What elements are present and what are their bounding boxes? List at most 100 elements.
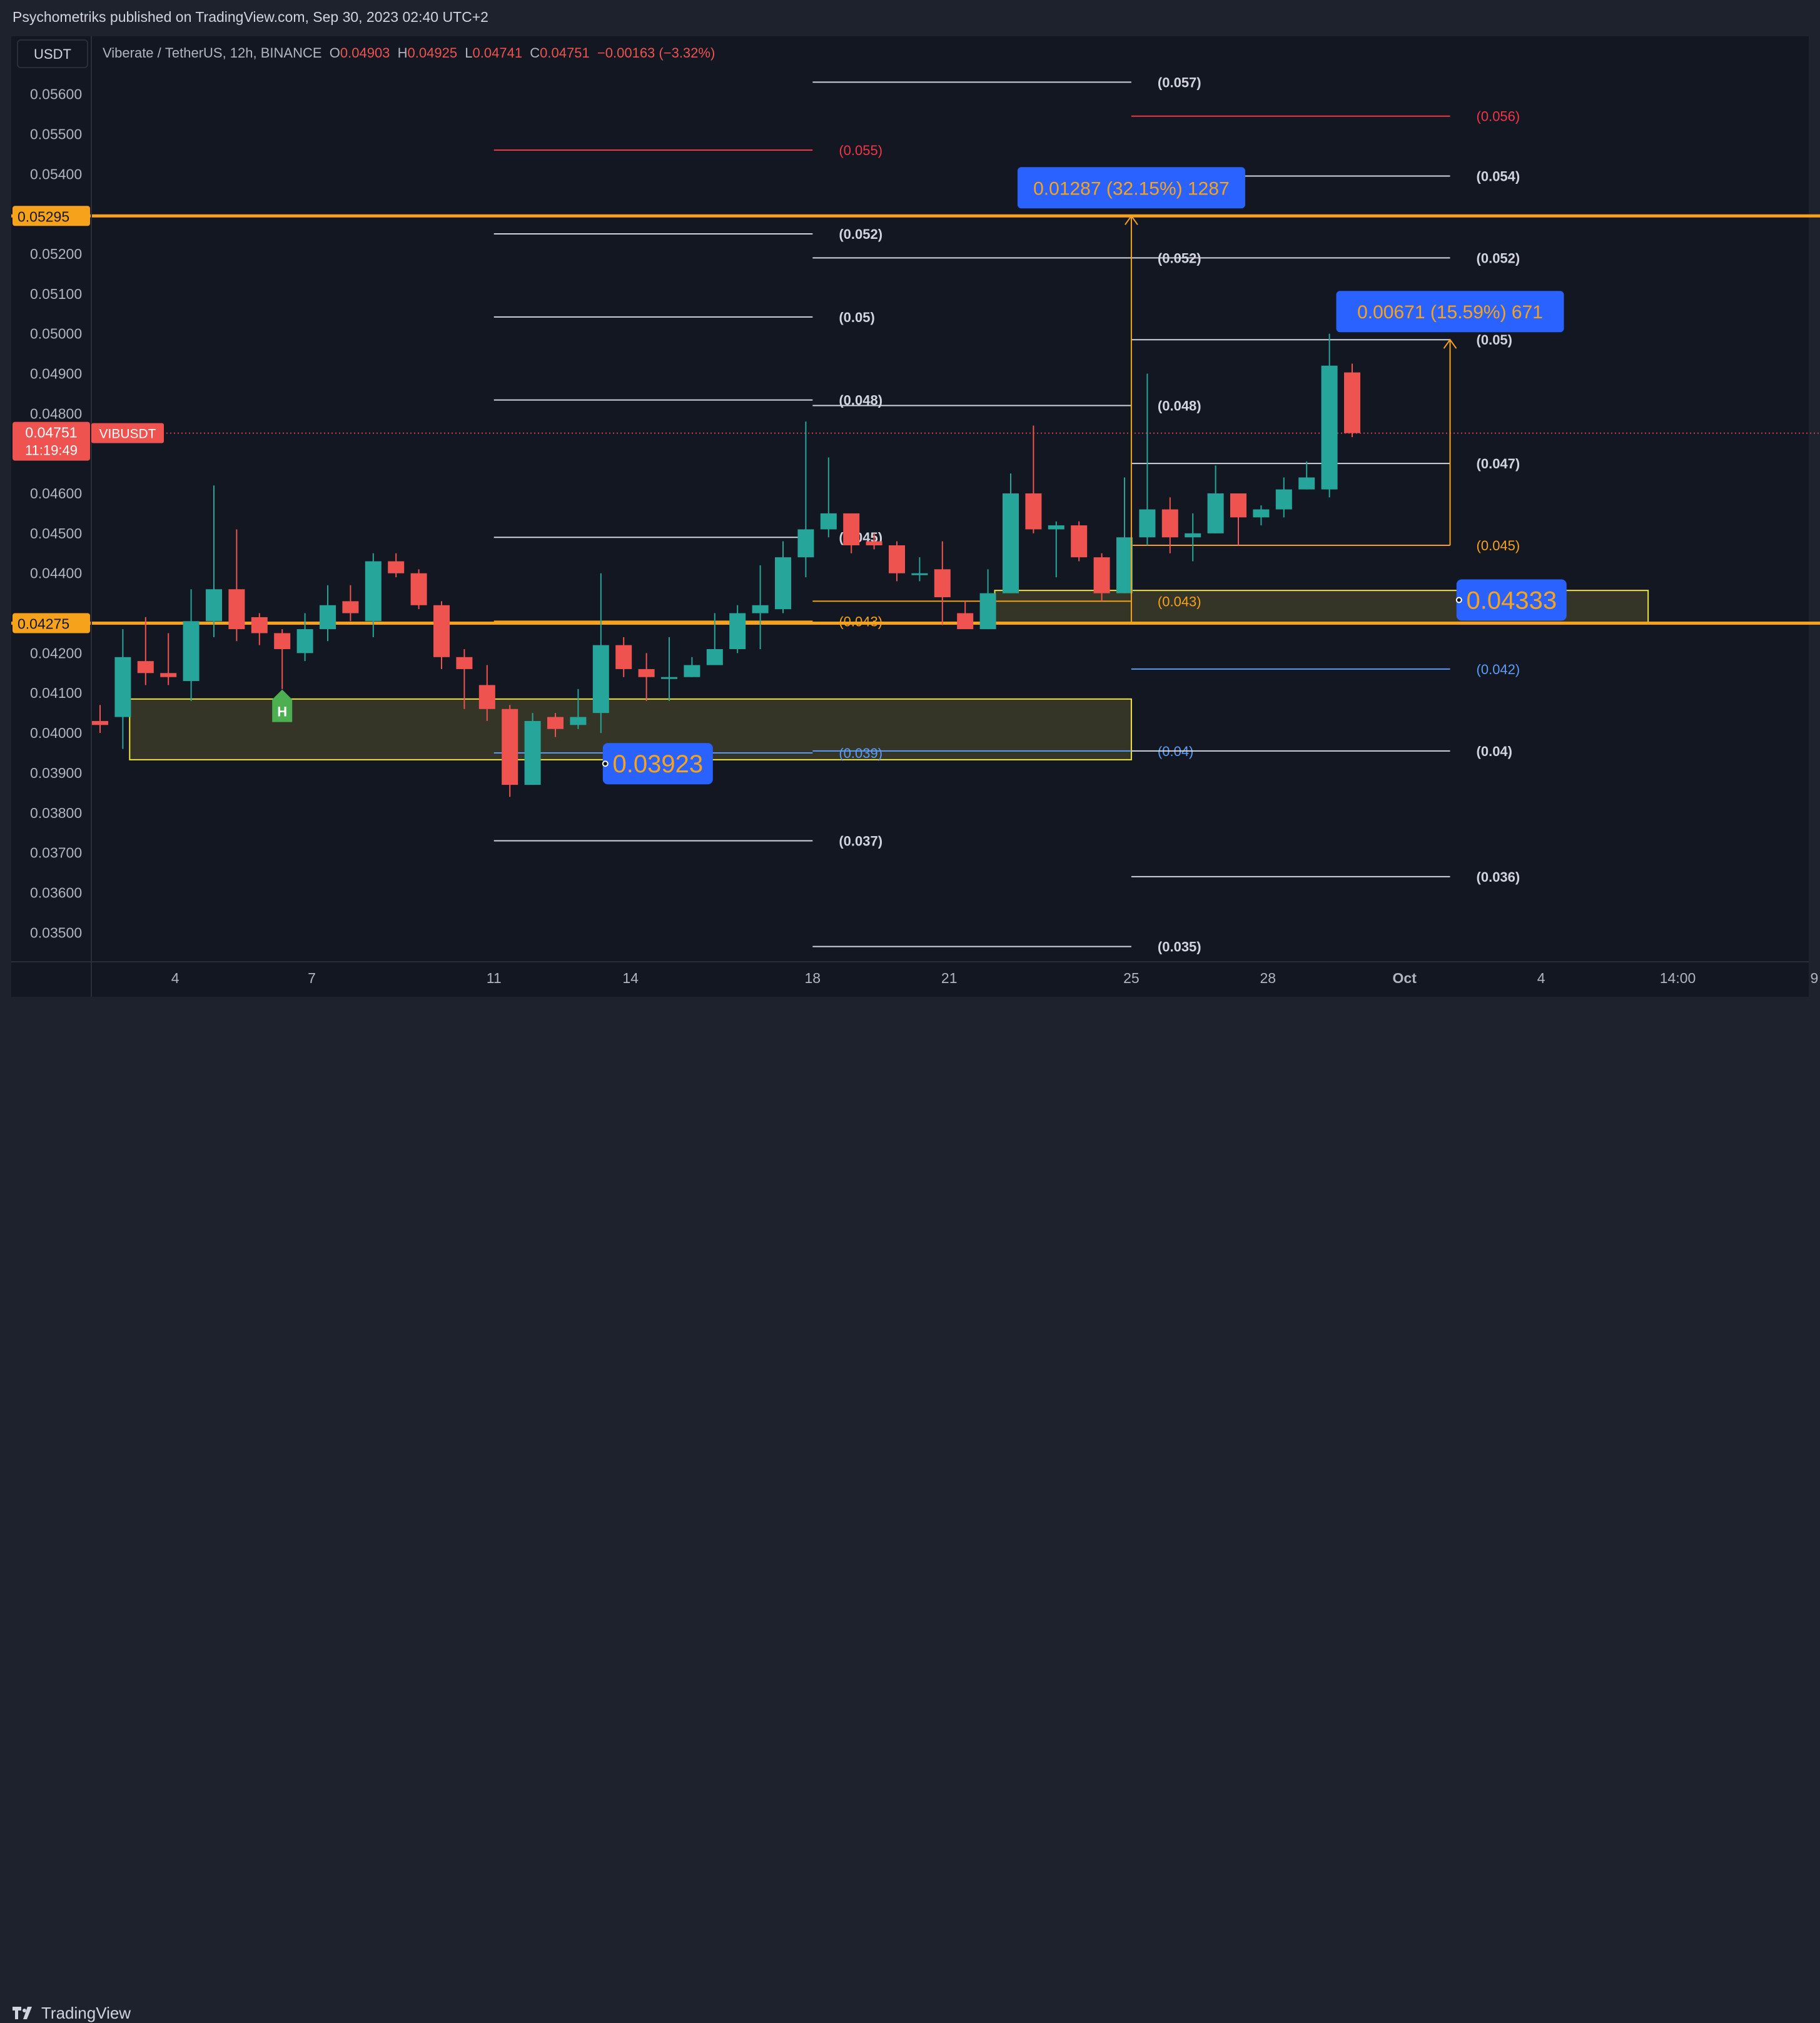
candle-up[interactable] xyxy=(1003,493,1019,593)
candle-down[interactable] xyxy=(388,561,405,573)
candle-down[interactable] xyxy=(160,673,177,677)
candle-down[interactable] xyxy=(251,617,268,633)
price-tick-label: 0.05400 xyxy=(30,166,82,182)
symbol-tag-text: VIBUSDT xyxy=(99,427,156,441)
legend-open-label: O xyxy=(330,45,340,61)
price-callout-anchor xyxy=(602,760,609,767)
candle-up[interactable] xyxy=(183,621,200,682)
tradingview-logo[interactable]: TradingView xyxy=(13,2004,131,2023)
candle-down[interactable] xyxy=(889,545,905,573)
candle-up[interactable] xyxy=(911,573,928,575)
candle-up[interactable] xyxy=(1185,533,1201,538)
candle-down[interactable] xyxy=(228,589,245,630)
candle-down[interactable] xyxy=(478,685,495,709)
time-tick-label: 18 xyxy=(805,970,821,986)
candle-up[interactable] xyxy=(1207,493,1224,533)
candle-down[interactable] xyxy=(1230,493,1246,518)
candle-up[interactable] xyxy=(1298,477,1315,490)
currency-button-label: USDT xyxy=(34,46,71,62)
fib-level-label: (0.043) xyxy=(839,613,882,629)
price-tick-label: 0.04500 xyxy=(30,525,82,542)
candle-up[interactable] xyxy=(320,605,336,630)
candles: H xyxy=(92,333,1360,797)
legend-change: −0.00163 (−3.32%) xyxy=(597,45,715,61)
candle-up[interactable] xyxy=(1116,537,1133,593)
candle-up[interactable] xyxy=(661,677,677,679)
price-tick-label: 0.04100 xyxy=(30,685,82,701)
candle-up[interactable] xyxy=(1048,525,1064,530)
candle-down[interactable] xyxy=(1093,557,1110,593)
fib-level-label: (0.05) xyxy=(839,310,874,325)
candle-down[interactable] xyxy=(1344,372,1360,433)
time-tick-label: 9 xyxy=(1811,970,1819,986)
candle-up[interactable] xyxy=(1139,509,1156,538)
candle-up[interactable] xyxy=(1321,365,1338,490)
candle-down[interactable] xyxy=(615,645,632,669)
measure-box xyxy=(1017,167,1245,209)
candle-up[interactable] xyxy=(820,513,837,530)
candle-up[interactable] xyxy=(979,593,996,630)
candle-down[interactable] xyxy=(456,657,473,669)
candle-up[interactable] xyxy=(729,613,746,650)
fibonacci-levels: (0.055) (0.052) (0.05) (0.048) (0.045) (0.043… xyxy=(493,74,1520,955)
candle-down[interactable] xyxy=(274,633,291,650)
top-bar: Psychometriks published on TradingView.c… xyxy=(0,0,1820,36)
candle-down[interactable] xyxy=(638,668,655,677)
price-chart[interactable]: (0.055) (0.052) (0.05) (0.048) (0.045) (0.043… xyxy=(0,0,1820,1039)
pattern-marker-label: H xyxy=(277,704,287,720)
last-price-badge xyxy=(13,421,90,461)
pattern-marker[interactable] xyxy=(272,689,293,722)
candle-up[interactable] xyxy=(592,645,609,714)
candle-down[interactable] xyxy=(502,709,518,785)
time-tick-label: 14 xyxy=(622,970,639,986)
price-tick-label: 0.04600 xyxy=(30,485,82,502)
candle-down[interactable] xyxy=(1071,525,1088,558)
candle-down[interactable] xyxy=(843,513,860,546)
candle-down[interactable] xyxy=(1161,509,1178,538)
candle-down[interactable] xyxy=(92,720,108,725)
price-tick-label: 0.05200 xyxy=(30,246,82,262)
chart-legend: Viberate / TetherUS, 12h, BINANCE O0.049… xyxy=(103,45,715,61)
candle-up[interactable] xyxy=(684,665,700,677)
price-callout[interactable] xyxy=(602,743,713,785)
candle-up[interactable] xyxy=(365,561,382,622)
candle-up[interactable] xyxy=(570,717,587,725)
measure-label: 0.01287 (32.15%) 1287 xyxy=(1033,178,1230,199)
candle-down[interactable] xyxy=(433,605,450,657)
candle-up[interactable] xyxy=(797,529,814,558)
candle-up[interactable] xyxy=(1253,509,1270,518)
candle-up[interactable] xyxy=(752,605,769,613)
candle-down[interactable] xyxy=(410,573,427,605)
candle-down[interactable] xyxy=(1025,493,1042,530)
candle-up[interactable] xyxy=(114,657,131,717)
last-price-text: 0.04751 xyxy=(25,425,77,441)
price-badges: 0.05295 0.04275 0.04751 11:19:49 VIBUSDT USDT xyxy=(13,39,164,633)
price-callout[interactable] xyxy=(1456,579,1567,621)
candle-up[interactable] xyxy=(524,720,541,785)
fib-level-label: (0.036) xyxy=(1477,869,1520,885)
measure-arrow xyxy=(1125,214,1138,225)
candle-up[interactable] xyxy=(775,557,791,610)
candle-down[interactable] xyxy=(342,601,359,613)
fib-level-label: (0.045) xyxy=(1477,538,1520,553)
fib-level-label: (0.052) xyxy=(839,226,882,242)
chart-frame xyxy=(11,36,1809,997)
currency-button[interactable] xyxy=(17,39,88,68)
candle-down[interactable] xyxy=(547,717,564,729)
candle-down[interactable] xyxy=(934,569,951,598)
time-tick-label: 28 xyxy=(1260,970,1277,986)
candle-up[interactable] xyxy=(206,589,222,622)
candle-down[interactable] xyxy=(866,541,882,546)
candle-down[interactable] xyxy=(957,613,974,630)
legend-symbol: Viberate / TetherUS, 12h, BINANCE xyxy=(103,45,330,61)
fib-level-label: (0.037) xyxy=(839,833,882,849)
price-tick-label: 0.05600 xyxy=(30,86,82,103)
candle-up[interactable] xyxy=(706,649,723,665)
time-tick-label: 11 xyxy=(487,970,502,986)
candle-down[interactable] xyxy=(137,661,154,673)
candle-up[interactable] xyxy=(296,629,313,653)
symbol-legend: Viberate / TetherUS, 12h, BINANCE O0.049… xyxy=(103,45,715,61)
candle-up[interactable] xyxy=(1275,489,1292,510)
measure-box xyxy=(1336,291,1564,333)
symbol-tag xyxy=(91,423,164,443)
